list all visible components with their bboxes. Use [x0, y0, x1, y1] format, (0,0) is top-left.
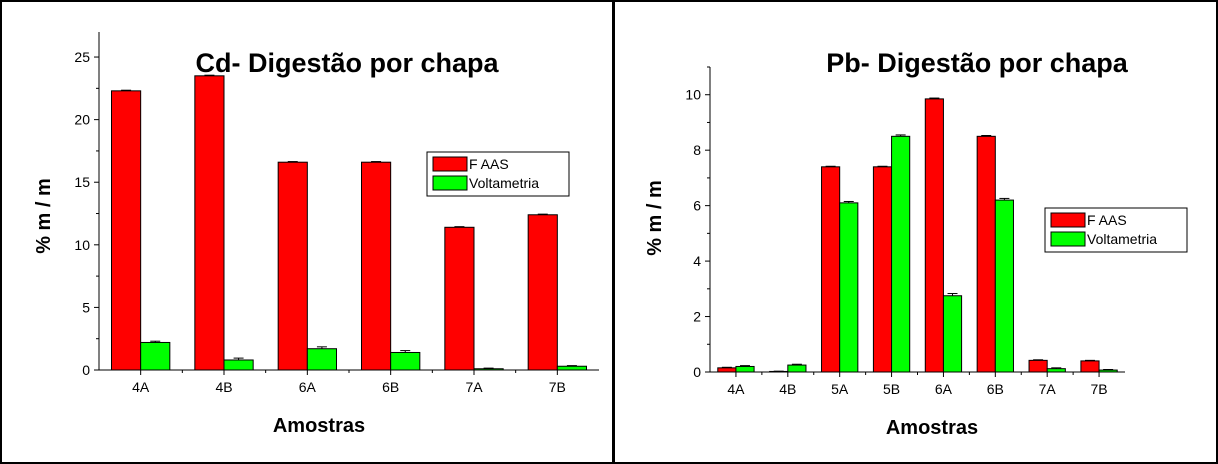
bar-faas	[1028, 359, 1048, 373]
bar-voltametria	[306, 348, 338, 371]
bar-faas	[1080, 360, 1100, 373]
legend-label: F AAS	[469, 156, 509, 172]
x-tick-label: 6A	[935, 381, 953, 397]
x-tick-label: 4B	[215, 379, 232, 395]
legend-swatch	[1050, 212, 1086, 228]
legend-swatch	[1050, 231, 1086, 247]
x-tick-label: 6B	[987, 381, 1004, 397]
x-tick-label: 5A	[831, 381, 849, 397]
x-axis-label: Amostras	[273, 415, 365, 437]
cd-chart: 0 5 10 15 20 25 4A 4B 6A 6B 7A 7B Cd- Digestão por c…	[33, 32, 599, 437]
x-tick-label: 6B	[382, 379, 399, 395]
y-tick-label: 10	[74, 237, 90, 253]
x-tick-label: 4A	[132, 379, 150, 395]
bar-voltametria	[556, 365, 587, 371]
y-tick-label: 10	[685, 87, 701, 103]
x-tick-label: 7B	[549, 379, 566, 395]
y-axis-label: % m / m	[33, 178, 55, 254]
y-tick-label: 0	[82, 362, 90, 378]
y-tick-label: 0	[693, 364, 701, 380]
x-tick-label: 5B	[883, 381, 900, 397]
y-tick-label: 2	[693, 309, 701, 325]
bar-voltametria	[942, 295, 963, 373]
legend-label: F AAS	[1087, 212, 1127, 228]
y-tick-label: 6	[693, 198, 701, 214]
x-tick-label: 4B	[779, 381, 796, 397]
y-axis-label: % m / m	[644, 180, 666, 256]
y-tick-label: 4	[693, 253, 701, 269]
bar-voltametria	[223, 359, 254, 371]
bar-faas	[527, 214, 558, 371]
x-tick-label: 7B	[1091, 381, 1108, 397]
chart-title: Pb- Digestão por chapa	[826, 48, 1129, 78]
bar-voltametria	[390, 351, 421, 371]
bar-voltametria	[787, 364, 807, 373]
y-tick-label: 8	[693, 142, 701, 158]
bar-faas	[194, 75, 225, 371]
bar-faas	[277, 161, 308, 371]
bar-voltametria	[891, 135, 911, 373]
bar-faas	[361, 161, 392, 371]
y-tick-label: 5	[82, 299, 90, 315]
bar-voltametria	[994, 199, 1014, 373]
bar-voltametria	[735, 365, 755, 373]
bar-voltametria	[473, 368, 504, 371]
legend-swatch	[432, 156, 468, 172]
bar-voltametria	[1098, 369, 1118, 373]
bar-faas	[872, 166, 893, 373]
cd-chart-panel: 0 5 10 15 20 25 4A 4B 6A 6B 7A 7B Cd- Digestão por c…	[0, 0, 614, 464]
bar-voltametria	[140, 341, 171, 371]
bar-faas	[111, 90, 142, 371]
pb-chart-panel: 0 2 4 6 8 10 4A 4B 5A 5B 6A 6B 7A 7B Pb- Digestão por …	[613, 0, 1218, 464]
bar-faas	[924, 98, 944, 373]
x-tick-label: 7A	[1039, 381, 1057, 397]
y-tick-label: 15	[74, 174, 90, 190]
pb-chart: 0 2 4 6 8 10 4A 4B 5A 5B 6A 6B 7A 7B Pb- Digestão por …	[644, 48, 1188, 439]
y-tick-label: 25	[74, 49, 90, 65]
x-tick-label: 4A	[727, 381, 745, 397]
x-tick-label: 7A	[465, 379, 483, 395]
chart-title: Cd- Digestão por chapa	[195, 48, 499, 78]
x-tick-label: 6A	[299, 379, 317, 395]
bar-voltametria	[839, 202, 859, 373]
bar-faas	[821, 166, 841, 373]
y-tick-label: 20	[74, 112, 90, 128]
x-axis-label: Amostras	[886, 417, 978, 439]
bar-faas	[444, 226, 475, 371]
bar-faas	[717, 367, 737, 373]
legend-label: Voltametria	[1087, 231, 1157, 247]
legend-label: Voltametria	[469, 175, 539, 191]
bar-voltametria	[1046, 368, 1066, 373]
bar-faas	[976, 135, 996, 373]
legend-swatch	[432, 175, 468, 191]
